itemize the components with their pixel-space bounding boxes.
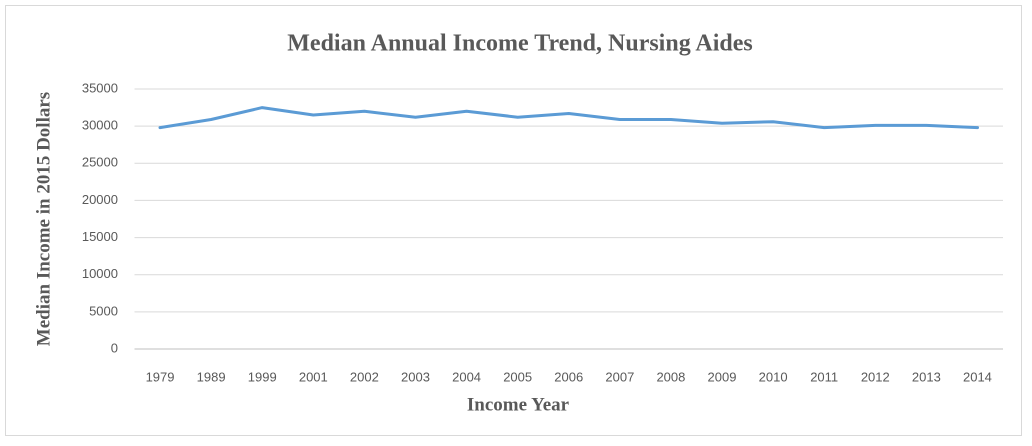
x-tick-label: 2005 xyxy=(503,369,532,384)
y-tick-label: 10000 xyxy=(82,266,118,281)
x-tick-label: 2003 xyxy=(401,369,430,384)
chart-border xyxy=(5,5,1022,436)
x-tick-label: 2011 xyxy=(810,369,838,384)
y-tick-label: 30000 xyxy=(82,118,118,133)
y-tick-label: 25000 xyxy=(82,155,118,170)
y-tick-label: 5000 xyxy=(89,303,118,318)
x-tick-label: 2004 xyxy=(452,369,481,384)
x-tick-label: 1979 xyxy=(146,369,175,384)
x-tick-label: 1999 xyxy=(248,369,277,384)
x-axis-label: Income Year xyxy=(467,394,570,415)
x-tick-label: 2002 xyxy=(350,369,379,384)
x-tick-label: 2006 xyxy=(554,369,583,384)
x-tick-label: 2009 xyxy=(708,369,737,384)
x-tick-label: 2001 xyxy=(299,369,328,384)
chart-title: Median Annual Income Trend, Nursing Aide… xyxy=(287,31,752,57)
y-tick-label: 35000 xyxy=(82,80,118,95)
y-tick-label: 0 xyxy=(111,340,118,355)
y-tick-label: 15000 xyxy=(82,229,118,244)
x-tick-label: 2010 xyxy=(759,369,788,384)
x-tick-label: 1989 xyxy=(197,369,226,384)
data-line xyxy=(158,106,979,130)
x-tick-label: 2007 xyxy=(605,369,634,384)
x-tick-label: 2013 xyxy=(912,369,941,384)
x-tick-label: 2008 xyxy=(656,369,685,384)
y-tick-label: 20000 xyxy=(82,192,118,207)
x-tick-label: 2012 xyxy=(861,369,890,384)
x-tick-label: 2014 xyxy=(963,369,992,384)
y-axis-label: Median Income in 2015 Dollars xyxy=(33,92,54,346)
